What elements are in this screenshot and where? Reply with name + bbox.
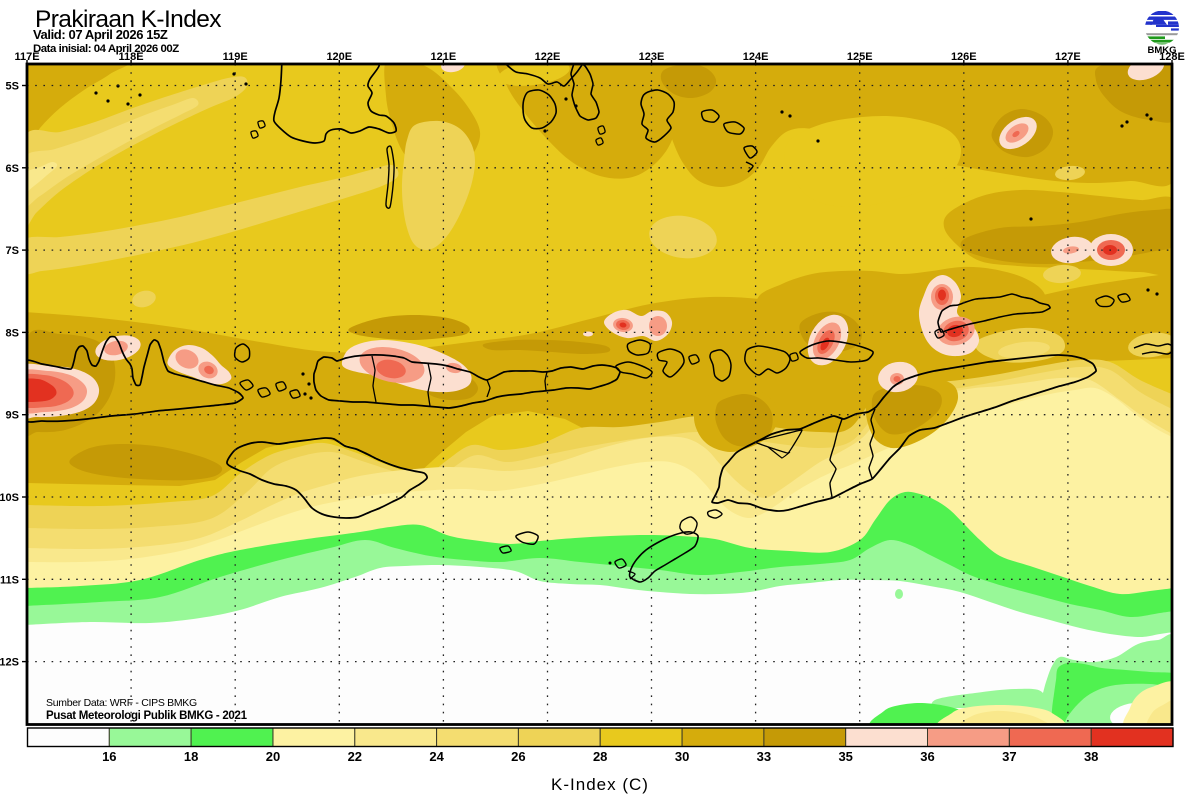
svg-text:9S: 9S bbox=[6, 410, 19, 422]
svg-text:35: 35 bbox=[838, 749, 852, 764]
svg-text:125E: 125E bbox=[847, 51, 873, 63]
svg-text:126E: 126E bbox=[951, 51, 977, 63]
svg-text:123E: 123E bbox=[639, 51, 665, 63]
svg-text:8S: 8S bbox=[6, 327, 19, 339]
svg-text:16: 16 bbox=[102, 749, 116, 764]
svg-text:Data inisial: 04 April 2026 00: Data inisial: 04 April 2026 00Z bbox=[33, 43, 179, 55]
svg-text:121E: 121E bbox=[431, 51, 457, 63]
svg-text:Sumber Data: WRF - CIPS BMKG: Sumber Data: WRF - CIPS BMKG bbox=[46, 697, 197, 709]
svg-text:7S: 7S bbox=[6, 245, 19, 257]
svg-text:10S: 10S bbox=[0, 492, 19, 504]
svg-text:12S: 12S bbox=[0, 657, 19, 669]
svg-text:36: 36 bbox=[920, 749, 934, 764]
svg-text:24: 24 bbox=[429, 749, 444, 764]
svg-text:37: 37 bbox=[1002, 749, 1016, 764]
svg-text:38: 38 bbox=[1084, 749, 1098, 764]
svg-text:18: 18 bbox=[184, 749, 198, 764]
svg-text:117E: 117E bbox=[14, 51, 39, 63]
svg-text:K-Index (C): K-Index (C) bbox=[551, 775, 649, 794]
svg-text:120E: 120E bbox=[326, 51, 352, 63]
svg-text:6S: 6S bbox=[6, 163, 19, 175]
svg-text:124E: 124E bbox=[743, 51, 769, 63]
svg-text:Prakiraan K-Index: Prakiraan K-Index bbox=[35, 6, 221, 33]
svg-text:20: 20 bbox=[266, 749, 280, 764]
svg-text:122E: 122E bbox=[535, 51, 561, 63]
svg-text:Pusat Meteorologi Publik BMKG: Pusat Meteorologi Publik BMKG - 2021 bbox=[46, 710, 248, 722]
svg-text:11S: 11S bbox=[0, 574, 19, 586]
svg-text:26: 26 bbox=[511, 749, 525, 764]
svg-text:30: 30 bbox=[675, 749, 689, 764]
svg-text:5S: 5S bbox=[6, 81, 19, 93]
svg-text:22: 22 bbox=[348, 749, 362, 764]
svg-text:Valid: 07 April 2026 15Z: Valid: 07 April 2026 15Z bbox=[33, 27, 168, 42]
svg-text:BMKG: BMKG bbox=[1147, 45, 1176, 56]
svg-text:118E: 118E bbox=[119, 51, 144, 63]
svg-text:33: 33 bbox=[757, 749, 771, 764]
svg-text:127E: 127E bbox=[1055, 51, 1081, 63]
svg-text:119E: 119E bbox=[223, 51, 248, 63]
svg-text:128E: 128E bbox=[1159, 51, 1185, 63]
svg-text:28: 28 bbox=[593, 749, 607, 764]
